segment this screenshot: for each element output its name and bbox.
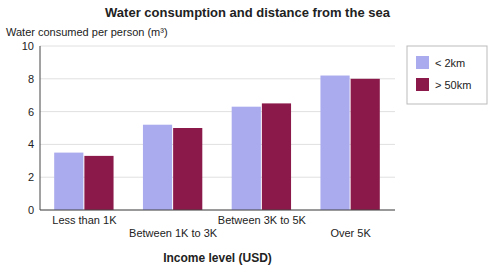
bar [173, 128, 202, 210]
bar [143, 125, 172, 210]
chart: Water consumption and distance from the … [0, 0, 495, 268]
bar [262, 103, 291, 210]
y-tick-label: 6 [28, 106, 34, 118]
y-tick-label: 0 [28, 204, 34, 216]
y-axis: 0 2 4 6 8 10 [22, 40, 34, 216]
y-axis-label: Water consumed per person (m³) [6, 26, 168, 38]
x-tick-label: Between 3K to 5K [218, 214, 307, 226]
y-tick-label: 8 [28, 73, 34, 85]
x-tick-label: Between 1K to 3K [129, 227, 218, 239]
legend-swatch [416, 78, 429, 91]
x-axis: Less than 1K Between 1K to 3KBetween 3K t… [52, 214, 371, 239]
chart-container: Water consumption and distance from the … [0, 0, 495, 268]
legend-label: < 2km [435, 57, 465, 69]
bar [84, 156, 113, 210]
x-axis-line [40, 210, 395, 211]
bar [232, 107, 261, 210]
y-axis-line [40, 46, 41, 210]
grid-line [40, 46, 395, 47]
y-tick-label: 2 [28, 171, 34, 183]
legend-label: > 50km [435, 79, 471, 91]
legend-swatch [416, 56, 429, 69]
grid [40, 46, 395, 210]
bars [54, 76, 380, 210]
x-tick-label: Less than 1K [52, 214, 117, 226]
legend: < 2km > 50km [407, 46, 487, 104]
legend-frame [407, 46, 487, 104]
x-axis-label: Income level (USD) [163, 251, 272, 265]
y-tick-label: 4 [28, 138, 34, 150]
bar [351, 79, 380, 210]
y-tick-label: 10 [22, 40, 34, 52]
bar [54, 153, 83, 210]
title: Water consumption and distance from the … [105, 5, 391, 20]
x-tick-label: Over 5K [330, 227, 371, 239]
bar [320, 76, 349, 210]
grid-line [40, 210, 395, 211]
